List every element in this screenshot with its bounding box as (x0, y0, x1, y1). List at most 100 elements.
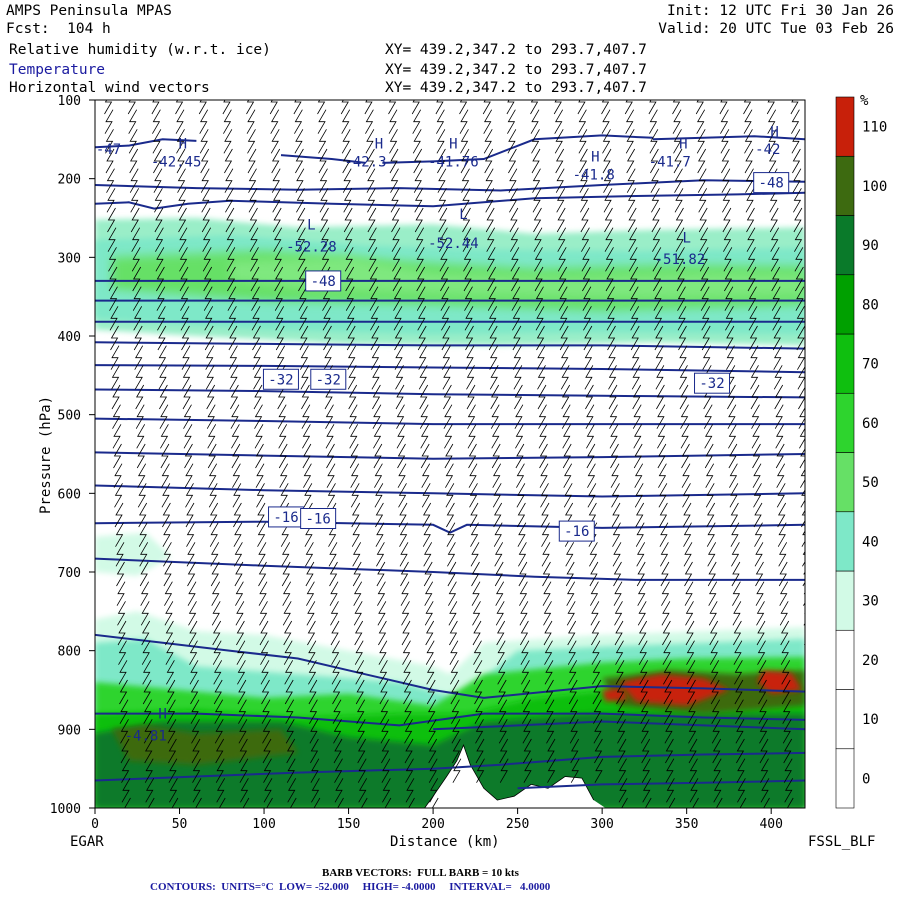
forecast-hour: Fcst: 104 h (6, 21, 111, 37)
extremum-mark: H (179, 136, 187, 152)
extremum-mark: H (449, 136, 457, 152)
color-bar-unit: % (860, 93, 869, 109)
wind-barb-column (340, 100, 368, 808)
extremum-mark: L (682, 231, 690, 247)
wind-barb-column (601, 100, 628, 808)
temperature-contour-upper (652, 135, 805, 141)
x-axis-label: Distance (km) (390, 834, 500, 850)
wind-barb-column (577, 100, 604, 783)
temperature-contour (95, 712, 805, 727)
contour-label: -48 (311, 274, 336, 290)
field-xy-wind: XY= 439.2,347.2 to 293.7,407.7 (385, 80, 647, 96)
wind-barb-column (624, 100, 652, 808)
contour-label: -52.44 (428, 236, 479, 252)
wind-barb-column (459, 100, 485, 783)
color-bar-swatch (835, 570, 855, 631)
temperature-contour (95, 341, 805, 350)
extremum-mark: H (591, 150, 599, 166)
wind-barb-column (175, 100, 202, 808)
wind-barb-column (506, 100, 533, 783)
y-tick-label: 1000 (50, 802, 81, 817)
plot-frame (94, 99, 806, 809)
valid-time: Valid: 20 UTC Tue 03 Feb 26 (658, 21, 894, 37)
wind-barb-column (246, 100, 273, 808)
y-tick-label: 700 (58, 566, 81, 581)
field-xy-rh: XY= 439.2,347.2 to 293.7,407.7 (385, 42, 647, 58)
contour-label-box (753, 172, 790, 194)
x-tick-label: 150 (337, 817, 360, 832)
extremum-mark: H (679, 136, 687, 152)
terrain-surface (424, 745, 606, 808)
wind-barb-column (364, 100, 392, 808)
wind-barb-column (293, 100, 321, 808)
color-bar-label: 50 (862, 475, 879, 491)
contour-label: -42.3 (344, 154, 386, 170)
contour-label-box (262, 368, 299, 390)
temperature-contour (95, 451, 805, 460)
contour-label-box (694, 372, 731, 394)
color-bar-label: 80 (862, 297, 879, 313)
contour-label: -48 (759, 176, 784, 192)
temperature-contour (433, 720, 805, 731)
wind-barbs (104, 100, 805, 808)
contour-label: -42.45 (151, 154, 202, 170)
y-axis-label: Pressure (hPa) (38, 396, 54, 514)
color-bar-label: 40 (862, 534, 879, 550)
y-tick-label: 900 (58, 723, 81, 738)
color-bar-label: 110 (862, 120, 887, 136)
y-tick-label: 800 (58, 645, 81, 660)
x-tick-label: 100 (252, 817, 275, 832)
x-tick-label: 350 (675, 817, 698, 832)
rh-lower-red-1 (619, 674, 729, 706)
rh-lower-red-2 (757, 670, 802, 694)
wind-barb-column (388, 100, 415, 808)
contour-label: -16 (305, 512, 330, 528)
y-tick-label: 300 (58, 251, 81, 266)
contour-label-box (300, 508, 337, 530)
terrain-outline (424, 743, 595, 808)
rh-patch-mid-left (95, 532, 172, 576)
right-endpoint-label: FSSL_BLF (808, 834, 876, 850)
contour-labels: -48 -48 -32 -32 -32 -16 -16 -16 -47 -42.45 -42.3 -4… (96, 124, 790, 745)
temperature-contours (95, 134, 805, 790)
temperature-contour (517, 779, 805, 790)
contour-label: -51.82 (655, 252, 706, 268)
extremum-mark: L (307, 217, 315, 233)
wind-barb-column (743, 100, 770, 808)
rh-lower-olive-left (111, 725, 298, 765)
wind-barb-column (695, 100, 723, 808)
contour-label: -41.76 (428, 154, 479, 170)
color-bar-label: 30 (862, 594, 879, 610)
temperature-contour (95, 191, 805, 210)
x-tick-label: 300 (590, 817, 613, 832)
temperature-contour (95, 633, 805, 699)
left-endpoint-label: EGAR (70, 834, 104, 850)
init-time: Init: 12 UTC Fri 30 Jan 26 (667, 3, 894, 19)
contour-label: -42 (755, 142, 780, 158)
y-tick-label: 600 (58, 487, 81, 502)
contour-label: -32 (316, 372, 341, 388)
y-tick-label: 200 (58, 173, 81, 188)
color-bar-label: 20 (862, 653, 879, 669)
barb-legend: BARB VECTORS: FULL BARB = 10 kts (322, 867, 519, 879)
temperature-contour (95, 388, 805, 399)
extremum-mark: H (770, 124, 778, 140)
color-bar-swatch (835, 452, 855, 513)
y-axis: 100 200 300 400 500 600 700 800 900 1000 (50, 94, 95, 817)
wind-barb-column (411, 100, 439, 808)
contour-label: -16 (273, 510, 298, 526)
wind-barb-column (127, 100, 155, 808)
color-bar-label: 90 (862, 238, 879, 254)
temperature-contour-upper (280, 154, 366, 164)
field-name-wind: Horizontal wind vectors (9, 80, 210, 96)
x-tick-label: 200 (421, 817, 444, 832)
x-tick-label: 50 (172, 817, 188, 832)
color-bar-label: 60 (862, 416, 879, 432)
contour-label-box (310, 368, 347, 390)
contour-label: -41.7 (649, 154, 691, 170)
color-bar-swatch (835, 96, 855, 157)
color-bar-swatch (835, 155, 855, 216)
contour-label: -52.28 (286, 239, 337, 255)
wind-barb-column (553, 100, 580, 783)
